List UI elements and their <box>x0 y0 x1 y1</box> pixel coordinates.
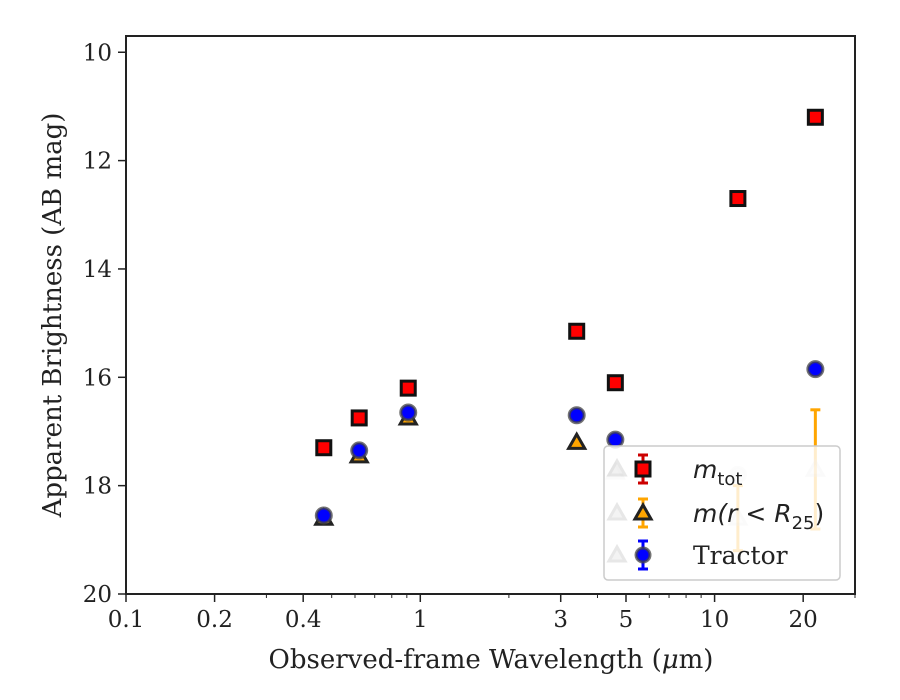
x-tick-label: 20 <box>789 607 818 633</box>
square-marker <box>806 108 824 126</box>
circle-marker <box>314 506 333 525</box>
legend: mtot m(r < R25) Tractor <box>603 445 841 581</box>
circle-marker <box>399 403 418 422</box>
plot-frame <box>125 35 856 595</box>
circle-marker <box>567 406 586 425</box>
legend-faded-marker <box>606 457 628 477</box>
x-axis-label: Observed-frame Wavelength (μm) <box>269 645 714 675</box>
legend-circle-marker <box>634 546 652 564</box>
legend-label: m(r < R25) <box>693 499 824 534</box>
legend-item: mtot <box>606 453 743 490</box>
legend-triangle-marker <box>632 501 654 521</box>
square-marker <box>606 374 624 392</box>
legend-item: m(r < R25) <box>606 497 824 534</box>
x-tick-label: 1 <box>413 607 428 633</box>
x-tick-label: 0.2 <box>196 607 233 633</box>
y-tick-label: 12 <box>83 149 112 175</box>
square-marker <box>399 379 417 397</box>
square-marker <box>315 439 333 457</box>
legend-box <box>603 445 841 581</box>
y-axis-label: Apparent Brightness (AB mag) <box>38 113 68 519</box>
circle-marker <box>350 441 369 460</box>
x-tick-label: 3 <box>553 607 568 633</box>
y-tick-label: 20 <box>83 582 112 608</box>
legend-faded-marker <box>606 501 628 521</box>
square-marker <box>350 409 368 427</box>
triangle-marker <box>566 431 588 450</box>
axis-ticks: 0.1 0.2 0.4 1 3 5 10 20 10 12 14 16 18 20 <box>83 40 856 633</box>
legend-item: Tractor <box>606 539 788 571</box>
circle-marker <box>606 430 625 449</box>
legend-label: mtot <box>693 455 743 490</box>
y-tick-label: 16 <box>83 365 112 391</box>
x-tick-label: 0.1 <box>108 607 145 633</box>
square-marker <box>568 322 586 340</box>
circle-marker <box>806 360 825 379</box>
x-tick-label: 0.4 <box>285 607 322 633</box>
y-tick-label: 18 <box>83 474 112 500</box>
legend-square-marker <box>634 460 652 478</box>
y-tick-label: 10 <box>83 40 112 66</box>
legend-label: Tractor <box>693 541 788 570</box>
y-tick-label: 14 <box>83 257 112 283</box>
x-tick-label: 10 <box>700 607 729 633</box>
x-tick-label: 5 <box>619 607 634 633</box>
legend-faded-marker <box>606 543 628 563</box>
square-marker <box>729 190 747 208</box>
